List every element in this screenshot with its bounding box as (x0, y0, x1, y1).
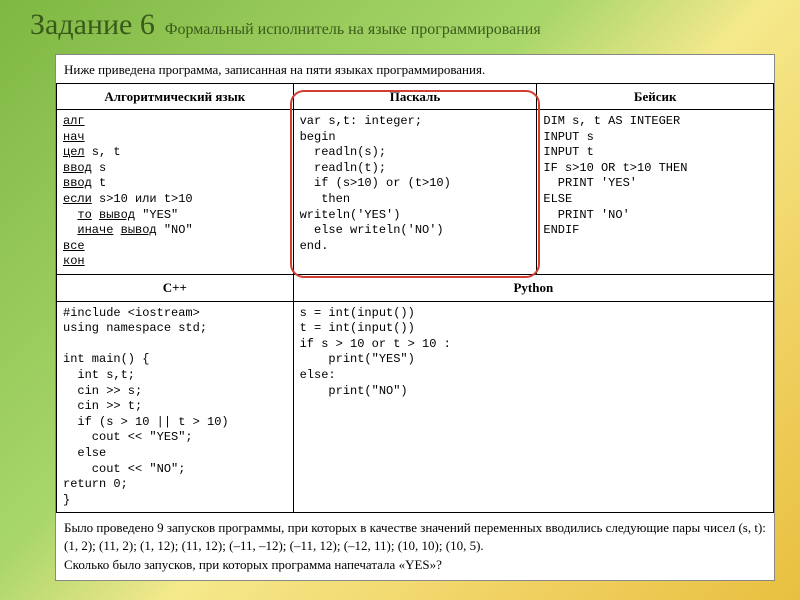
code-python: s = int(input()) t = int(input()) if s >… (300, 306, 767, 400)
cell-cpp: #include <iostream> using namespace std;… (57, 301, 294, 513)
question-text: Было проведено 9 запусков программы, при… (56, 513, 774, 580)
cell-basic: DIM s, t AS INTEGER INPUT s INPUT t IF s… (537, 110, 774, 275)
title-main: Задание 6 (30, 8, 155, 41)
header-python: Python (293, 275, 773, 302)
cell-pascal: var s,t: integer; begin readln(s); readl… (293, 110, 537, 275)
slide-title: Задание 6 Формальный исполнитель на язык… (0, 0, 800, 54)
cell-python: s = int(input()) t = int(input()) if s >… (293, 301, 773, 513)
title-sub: Формальный исполнитель на языке программ… (165, 21, 541, 38)
intro-text: Ниже приведена программа, записанная на … (56, 55, 774, 83)
code-basic: DIM s, t AS INTEGER INPUT s INPUT t IF s… (543, 114, 767, 239)
code-cpp: #include <iostream> using namespace std;… (63, 306, 287, 509)
header-cpp: C++ (57, 275, 294, 302)
cell-alg: алгначцел s, tввод sввод tесли s>10 или … (57, 110, 294, 275)
question-p2: (1, 2); (11, 2); (1, 12); (11, 12); (–11… (64, 537, 766, 555)
code-alg: алгначцел s, tввод sввод tесли s>10 или … (63, 114, 287, 270)
header-pascal: Паскаль (293, 83, 537, 110)
header-alg: Алгоритмический язык (57, 83, 294, 110)
problem-content: Ниже приведена программа, записанная на … (55, 54, 775, 581)
question-p3: Сколько было запусков, при которых прогр… (64, 556, 766, 574)
languages-table: Алгоритмический язык Паскаль Бейсик алгн… (56, 83, 774, 514)
code-pascal: var s,t: integer; begin readln(s); readl… (300, 114, 531, 254)
header-basic: Бейсик (537, 83, 774, 110)
question-p1: Было проведено 9 запусков программы, при… (64, 519, 766, 537)
